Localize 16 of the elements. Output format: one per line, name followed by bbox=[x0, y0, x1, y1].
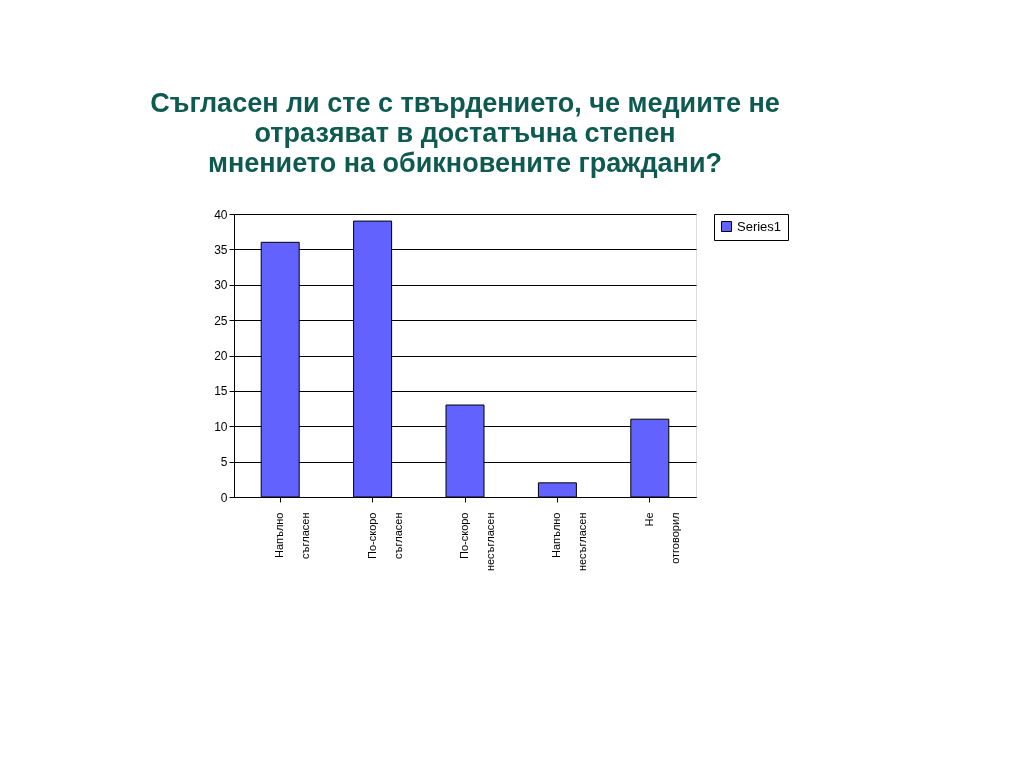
y-tick-label: 40 bbox=[214, 207, 228, 222]
chart-title: Съгласен ли сте с твърдението, че медиите не отразяват в достатъчна степен мнението на обикновените граждани? bbox=[150, 88, 780, 178]
category-label: По-скоро несъгласен bbox=[458, 512, 496, 572]
category-label: Не отговорил bbox=[642, 512, 681, 564]
y-tick-label: 5 bbox=[220, 455, 228, 470]
y-tick-label: 0 bbox=[220, 490, 228, 505]
y-tick-label: 10 bbox=[214, 419, 228, 434]
category-label: Напълно съгласен bbox=[273, 512, 312, 559]
legend-label: Series1 bbox=[737, 218, 782, 234]
y-tick-label: 15 bbox=[214, 384, 228, 399]
y-tick-label: 20 bbox=[214, 349, 228, 363]
category-label: Напълно несъгласен bbox=[550, 512, 589, 572]
y-tick-label: 30 bbox=[214, 278, 228, 293]
category-label: По-скоро съгласен bbox=[365, 512, 404, 559]
y-tick-label: 35 bbox=[214, 242, 228, 257]
y-tick-label: 25 bbox=[214, 313, 228, 328]
